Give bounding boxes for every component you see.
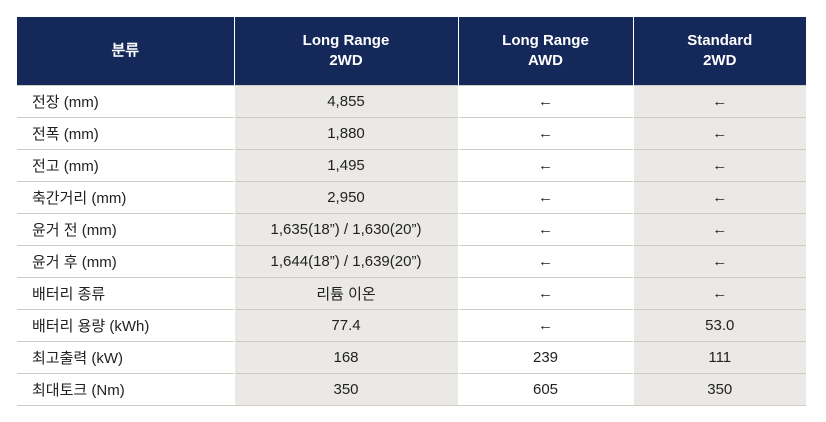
row-label: 전장 (mm) [17, 85, 234, 118]
cell-standard-2wd: 350 [632, 373, 806, 406]
cell-long-range-2wd: 리튬 이온 [233, 277, 458, 310]
header-long-range-awd: Long Range AWD [457, 17, 633, 86]
table-row: 윤거 전 (mm) 1,635(18”) / 1,630(20”) ← ← [17, 213, 806, 246]
table-row: 최고출력 (kW) 168 239 111 [17, 341, 806, 374]
cell-long-range-awd: ← [457, 181, 633, 214]
header-long-range-2wd-line2: 2WD [329, 52, 363, 69]
row-label: 배터리 종류 [17, 277, 234, 310]
cell-long-range-2wd: 1,880 [233, 117, 458, 150]
cell-long-range-awd: ← [457, 117, 633, 150]
row-label: 전고 (mm) [17, 149, 234, 182]
cell-long-range-2wd: 168 [233, 341, 458, 374]
cell-standard-2wd: ← [632, 245, 806, 278]
header-standard-2wd-line1: Standard [687, 32, 753, 49]
header-category: 분류 [17, 17, 234, 86]
row-label: 최고출력 (kW) [17, 341, 234, 374]
cell-long-range-2wd: 1,644(18”) / 1,639(20”) [233, 245, 458, 278]
header-long-range-2wd: Long Range 2WD [233, 17, 458, 86]
header-row: 분류 Long Range 2WD Long Range AWD Standar… [17, 17, 806, 86]
cell-long-range-awd: ← [457, 277, 633, 310]
cell-standard-2wd: 53.0 [632, 309, 806, 342]
cell-standard-2wd: ← [632, 85, 806, 118]
cell-long-range-2wd: 1,635(18”) / 1,630(20”) [233, 213, 458, 246]
cell-long-range-2wd: 1,495 [233, 149, 458, 182]
table-row: 축간거리 (mm) 2,950 ← ← [17, 181, 806, 214]
row-label: 최대토크 (Nm) [17, 373, 234, 406]
cell-long-range-awd: 605 [457, 373, 633, 406]
spec-table-header: 분류 Long Range 2WD Long Range AWD Standar… [17, 17, 806, 86]
header-long-range-awd-line2: AWD [528, 52, 563, 69]
header-long-range-2wd-line1: Long Range [302, 32, 390, 49]
cell-standard-2wd: ← [632, 277, 806, 310]
cell-standard-2wd: 111 [632, 341, 806, 374]
table-row: 전고 (mm) 1,495 ← ← [17, 149, 806, 182]
cell-long-range-awd: 239 [457, 341, 633, 374]
row-label: 윤거 전 (mm) [17, 213, 234, 246]
row-label: 윤거 후 (mm) [17, 245, 234, 278]
cell-long-range-2wd: 350 [233, 373, 458, 406]
cell-long-range-awd: ← [457, 149, 633, 182]
header-standard-2wd-line2: 2WD [703, 52, 737, 69]
table-row: 배터리 용량 (kWh) 77.4 ← 53.0 [17, 309, 806, 342]
cell-long-range-2wd: 4,855 [233, 85, 458, 118]
table-row: 전장 (mm) 4,855 ← ← [17, 85, 806, 118]
spec-table: 분류 Long Range 2WD Long Range AWD Standar… [17, 17, 806, 406]
row-label: 축간거리 (mm) [17, 181, 234, 214]
row-label: 배터리 용량 (kWh) [17, 309, 234, 342]
cell-standard-2wd: ← [632, 117, 806, 150]
table-row: 전폭 (mm) 1,880 ← ← [17, 117, 806, 150]
cell-standard-2wd: ← [632, 213, 806, 246]
cell-long-range-2wd: 77.4 [233, 309, 458, 342]
header-long-range-awd-line1: Long Range [502, 32, 589, 49]
cell-long-range-awd: ← [457, 85, 633, 118]
table-row: 윤거 후 (mm) 1,644(18”) / 1,639(20”) ← ← [17, 245, 806, 278]
header-standard-2wd: Standard 2WD [632, 17, 806, 86]
spec-table-body: 전장 (mm) 4,855 ← ← 전폭 (mm) 1,880 ← ← 전고 (… [17, 85, 806, 406]
cell-long-range-awd: ← [457, 309, 633, 342]
cell-long-range-awd: ← [457, 213, 633, 246]
table-row: 최대토크 (Nm) 350 605 350 [17, 373, 806, 406]
cell-standard-2wd: ← [632, 149, 806, 182]
row-label: 전폭 (mm) [17, 117, 234, 150]
table-row: 배터리 종류 리튬 이온 ← ← [17, 277, 806, 310]
cell-long-range-awd: ← [457, 245, 633, 278]
cell-long-range-2wd: 2,950 [233, 181, 458, 214]
cell-standard-2wd: ← [632, 181, 806, 214]
